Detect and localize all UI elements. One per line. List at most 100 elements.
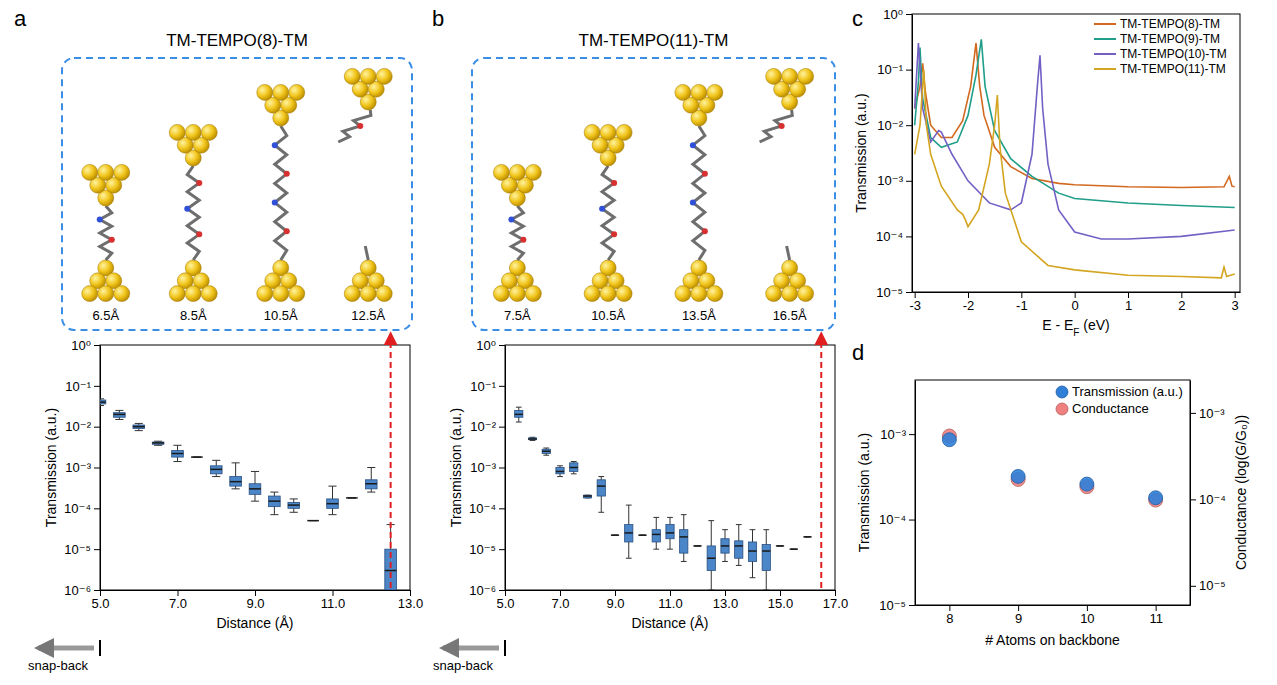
tick-label: 8 bbox=[946, 611, 953, 626]
tick-mark bbox=[333, 590, 334, 596]
gold-atom bbox=[616, 286, 632, 302]
box-group bbox=[269, 492, 281, 515]
whisker-cap bbox=[557, 476, 563, 477]
axis: 10⁻⁵10⁻⁴10⁻³ bbox=[879, 381, 915, 613]
axis-line bbox=[100, 346, 101, 591]
legend-swatch bbox=[1094, 38, 1116, 40]
gold-atom bbox=[600, 124, 616, 140]
tick-label: 2 bbox=[1178, 298, 1185, 313]
tick: 9.0 bbox=[246, 590, 264, 611]
heteroatom bbox=[184, 206, 190, 212]
axis-line bbox=[912, 15, 913, 293]
gold-atom bbox=[493, 286, 509, 302]
tick-label: 10⁻³ bbox=[1199, 406, 1225, 421]
whisker-cap bbox=[763, 529, 769, 530]
tick: 10⁻⁵ bbox=[879, 598, 915, 613]
whisker-cap bbox=[736, 524, 742, 525]
whisker-cap bbox=[653, 549, 659, 550]
box-group bbox=[597, 477, 605, 513]
box-group bbox=[721, 530, 729, 562]
tick: 13.0 bbox=[398, 590, 423, 611]
tick: -1 bbox=[1016, 292, 1028, 313]
whisker-cap bbox=[328, 514, 336, 515]
tick: 15.0 bbox=[768, 590, 793, 611]
median bbox=[249, 488, 261, 490]
whisker-cap bbox=[516, 422, 522, 423]
tick-mark bbox=[1190, 499, 1196, 500]
whisker-cap bbox=[212, 460, 220, 461]
tick-label: 7.0 bbox=[551, 596, 569, 611]
box-group bbox=[191, 457, 203, 458]
legend-swatch bbox=[1056, 386, 1068, 398]
tick-label: 10 bbox=[1080, 611, 1094, 626]
tick: 13.0 bbox=[713, 590, 738, 611]
gold-atom bbox=[707, 84, 723, 100]
tick-label: 10⁻¹ bbox=[65, 378, 91, 393]
box bbox=[269, 496, 281, 507]
whisker-cap bbox=[598, 512, 604, 513]
box bbox=[570, 463, 578, 472]
panel-letter: c bbox=[852, 6, 863, 31]
box-group bbox=[307, 520, 319, 521]
molecule bbox=[187, 166, 199, 260]
whisker-cap bbox=[626, 558, 632, 559]
legend-label: TM-TEMPO(11)-TM bbox=[1120, 62, 1226, 76]
tick-mark bbox=[906, 236, 912, 237]
tick: 10⁰ bbox=[71, 338, 100, 353]
tick-mark bbox=[94, 468, 100, 469]
gold-atom bbox=[98, 286, 114, 302]
box bbox=[556, 468, 564, 474]
median bbox=[542, 451, 550, 453]
axis-title-part: (eV) bbox=[1079, 317, 1109, 333]
tick: 10⁻⁴ bbox=[64, 501, 100, 516]
median bbox=[515, 414, 523, 416]
tick-mark bbox=[255, 590, 256, 596]
box bbox=[762, 545, 770, 571]
box-group bbox=[735, 525, 743, 566]
gold-atom bbox=[376, 286, 392, 302]
box bbox=[680, 530, 688, 553]
tick-mark bbox=[1235, 292, 1236, 298]
gold-atom bbox=[114, 286, 130, 302]
box-group bbox=[230, 463, 242, 489]
median bbox=[346, 497, 358, 499]
tick-label: -1 bbox=[1016, 298, 1028, 313]
tick-label: 10⁻³ bbox=[470, 460, 496, 475]
tick-label: 11.0 bbox=[658, 596, 682, 611]
tick-label: -2 bbox=[963, 298, 975, 313]
structure-label: 10.5Å bbox=[591, 308, 625, 323]
median bbox=[385, 570, 397, 572]
axis-line bbox=[1190, 381, 1191, 606]
annotation: snap-back bbox=[28, 658, 88, 673]
tick-mark bbox=[1075, 292, 1076, 298]
median bbox=[172, 453, 184, 455]
box-group bbox=[762, 530, 770, 590]
molecule-stub bbox=[365, 246, 368, 260]
gold-atom bbox=[584, 286, 600, 302]
legend-label: Transmission (a.u.) bbox=[1072, 384, 1183, 399]
median bbox=[652, 534, 660, 536]
axis-title-part: E - E bbox=[1042, 317, 1073, 333]
whisker-cap bbox=[212, 476, 220, 477]
tick-label: -3 bbox=[909, 298, 921, 313]
box-group bbox=[583, 495, 591, 498]
box bbox=[307, 520, 319, 521]
tick: 10⁻³ bbox=[65, 460, 100, 475]
tick-mark bbox=[909, 605, 915, 606]
heteroatom bbox=[520, 237, 526, 243]
tick: 10⁻¹ bbox=[65, 378, 100, 393]
tick-mark bbox=[505, 590, 506, 596]
whisker-cap bbox=[173, 461, 181, 462]
tick: 7.0 bbox=[551, 590, 569, 611]
rupture-line bbox=[820, 334, 822, 588]
box bbox=[365, 480, 377, 489]
box-group bbox=[748, 530, 756, 578]
box bbox=[210, 466, 222, 474]
legend-swatch bbox=[1056, 403, 1068, 415]
box bbox=[152, 442, 164, 444]
gold-atom bbox=[616, 124, 632, 140]
tick-mark bbox=[94, 386, 100, 387]
tick-mark bbox=[1181, 292, 1182, 298]
gold-atom bbox=[344, 286, 360, 302]
panel: aTM-TEMPO(8)-TM6.5Å8.5Å10.5Å12.5Å5.07.09… bbox=[14, 6, 423, 673]
